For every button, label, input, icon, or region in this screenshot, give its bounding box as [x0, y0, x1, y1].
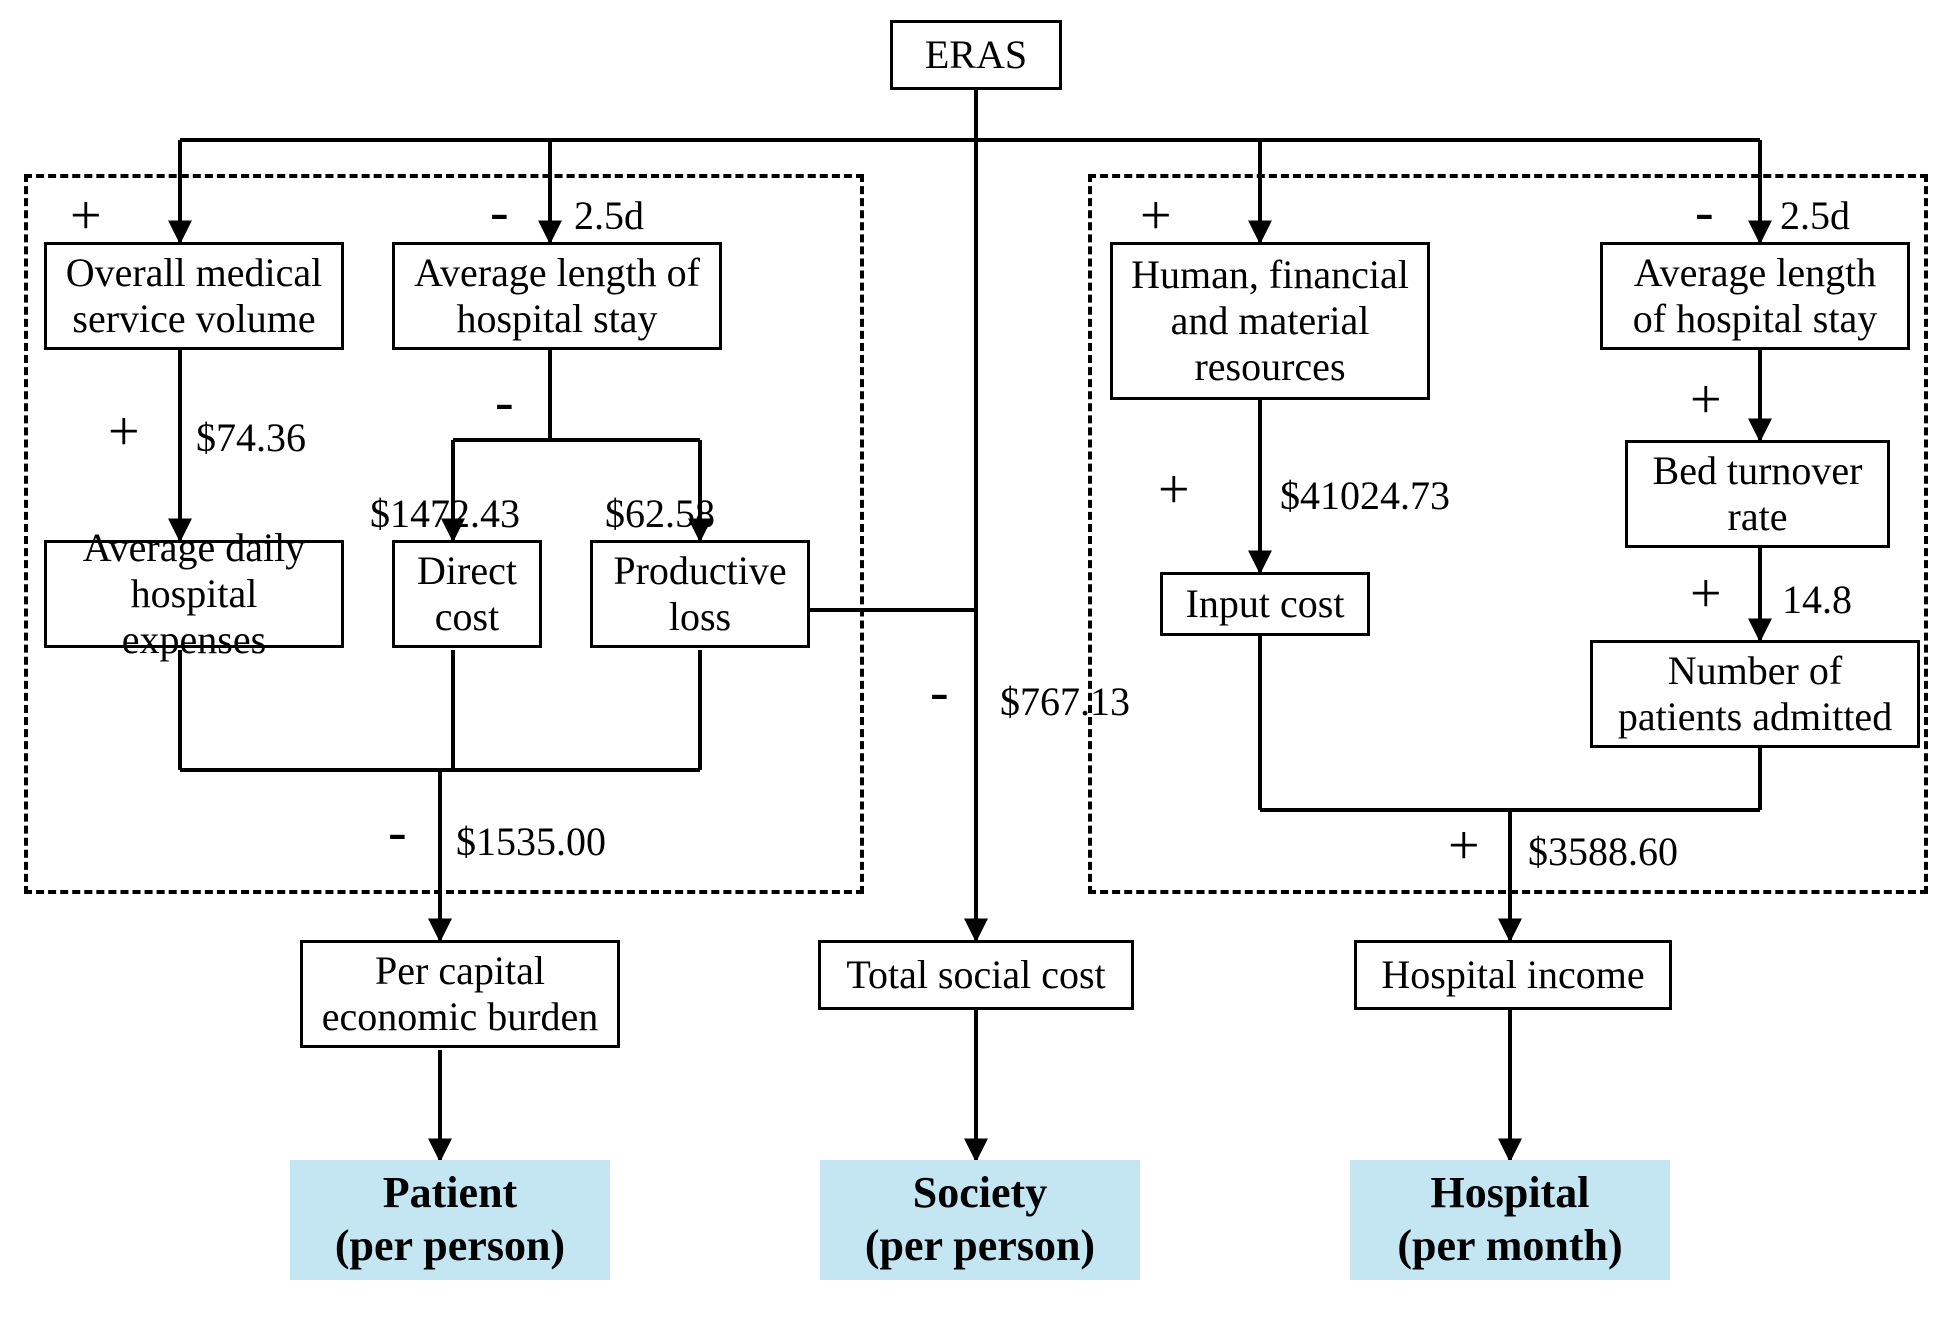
sign-text: +: [1158, 459, 1190, 521]
direct-cost-label: Direct cost: [405, 548, 529, 640]
sign-text: +: [1690, 369, 1722, 431]
val-productive-loss: $62.58: [605, 490, 715, 537]
overall-medical-label: Overall medical service volume: [57, 250, 331, 342]
sign-text: -: [1695, 181, 1714, 243]
sign-below-avg-length-stay: -: [495, 370, 514, 434]
productive-loss-label: Productive loss: [603, 548, 797, 640]
value-text: 2.5d: [1780, 193, 1850, 238]
value-text: 14.8: [1782, 577, 1852, 622]
sign-text: -: [490, 181, 509, 243]
bed-turnover-label: Bed turnover rate: [1638, 448, 1877, 540]
overall-medical-node: Overall medical service volume: [44, 242, 344, 350]
avg-length-stay-h-node: Average length of hospital stay: [1600, 242, 1910, 350]
hospital-income-label: Hospital income: [1381, 952, 1644, 998]
val-avg-length-stay-h: 2.5d: [1780, 192, 1850, 239]
val-direct-cost: $1472.43: [370, 490, 520, 537]
direct-cost-node: Direct cost: [392, 540, 542, 648]
group-label-society: Society (per person): [820, 1160, 1140, 1280]
sign-into-input-cost: +: [1158, 458, 1190, 522]
val-bed-turnover: 14.8: [1782, 576, 1852, 623]
value-text: $1535.00: [456, 819, 606, 864]
avg-length-stay-h-label: Average length of hospital stay: [1613, 250, 1897, 342]
avg-daily-expenses-node: Average daily hospital expenses: [44, 540, 344, 648]
bed-turnover-node: Bed turnover rate: [1625, 440, 1890, 548]
sign-into-bed-turnover: +: [1690, 368, 1722, 432]
value-text: 2.5d: [574, 193, 644, 238]
sign-into-total-social-cost: -: [930, 660, 949, 724]
total-social-cost-label: Total social cost: [846, 952, 1105, 998]
number-patients-node: Number of patients admitted: [1590, 640, 1920, 748]
val-input-cost: $41024.73: [1280, 472, 1450, 519]
value-text: $62.58: [605, 491, 715, 536]
group-label-patient: Patient (per person): [290, 1160, 610, 1280]
sign-text: +: [70, 185, 102, 247]
sign-into-per-capital: -: [388, 800, 407, 864]
sign-into-avg-length-stay: -: [490, 180, 509, 244]
sign-text: +: [1690, 563, 1722, 625]
group-label-hospital-text: Hospital (per month): [1397, 1167, 1622, 1273]
val-avg-daily-expenses: $74.36: [196, 414, 306, 461]
val-avg-length-stay: 2.5d: [574, 192, 644, 239]
sign-text: -: [388, 801, 407, 863]
sign-text: +: [1448, 815, 1480, 877]
sign-into-number-patients: +: [1690, 562, 1722, 626]
sign-text: +: [1140, 185, 1172, 247]
input-cost-node: Input cost: [1160, 572, 1370, 636]
avg-length-stay-label: Average length of hospital stay: [405, 250, 709, 342]
group-label-hospital: Hospital (per month): [1350, 1160, 1670, 1280]
human-financial-label: Human, financial and material resources: [1123, 252, 1417, 390]
val-total-social-cost: $767.13: [1000, 678, 1130, 725]
sign-into-hospital-income: +: [1448, 814, 1480, 878]
group-label-patient-text: Patient (per person): [335, 1167, 565, 1273]
sign-text: +: [108, 401, 140, 463]
avg-length-stay-node: Average length of hospital stay: [392, 242, 722, 350]
per-capital-label: Per capital economic burden: [313, 948, 607, 1040]
hospital-income-node: Hospital income: [1354, 940, 1672, 1010]
value-text: $3588.60: [1528, 829, 1678, 874]
value-text: $74.36: [196, 415, 306, 460]
number-patients-label: Number of patients admitted: [1603, 648, 1907, 740]
sign-into-overall-medical: +: [70, 184, 102, 248]
value-text: $767.13: [1000, 679, 1130, 724]
val-per-capital: $1535.00: [456, 818, 606, 865]
sign-text: -: [495, 371, 514, 433]
productive-loss-node: Productive loss: [590, 540, 810, 648]
avg-daily-expenses-label: Average daily hospital expenses: [57, 525, 331, 663]
sign-into-avg-daily-expenses: +: [108, 400, 140, 464]
value-text: $41024.73: [1280, 473, 1450, 518]
sign-into-human-financial: +: [1140, 184, 1172, 248]
total-social-cost-node: Total social cost: [818, 940, 1134, 1010]
group-label-society-text: Society (per person): [865, 1167, 1095, 1273]
eras-label: ERAS: [925, 32, 1027, 78]
sign-text: -: [930, 661, 949, 723]
eras-root-node: ERAS: [890, 20, 1062, 90]
input-cost-label: Input cost: [1186, 581, 1345, 627]
sign-into-avg-length-stay-h: -: [1695, 180, 1714, 244]
per-capital-node: Per capital economic burden: [300, 940, 620, 1048]
val-hospital-income: $3588.60: [1528, 828, 1678, 875]
human-financial-node: Human, financial and material resources: [1110, 242, 1430, 400]
value-text: $1472.43: [370, 491, 520, 536]
